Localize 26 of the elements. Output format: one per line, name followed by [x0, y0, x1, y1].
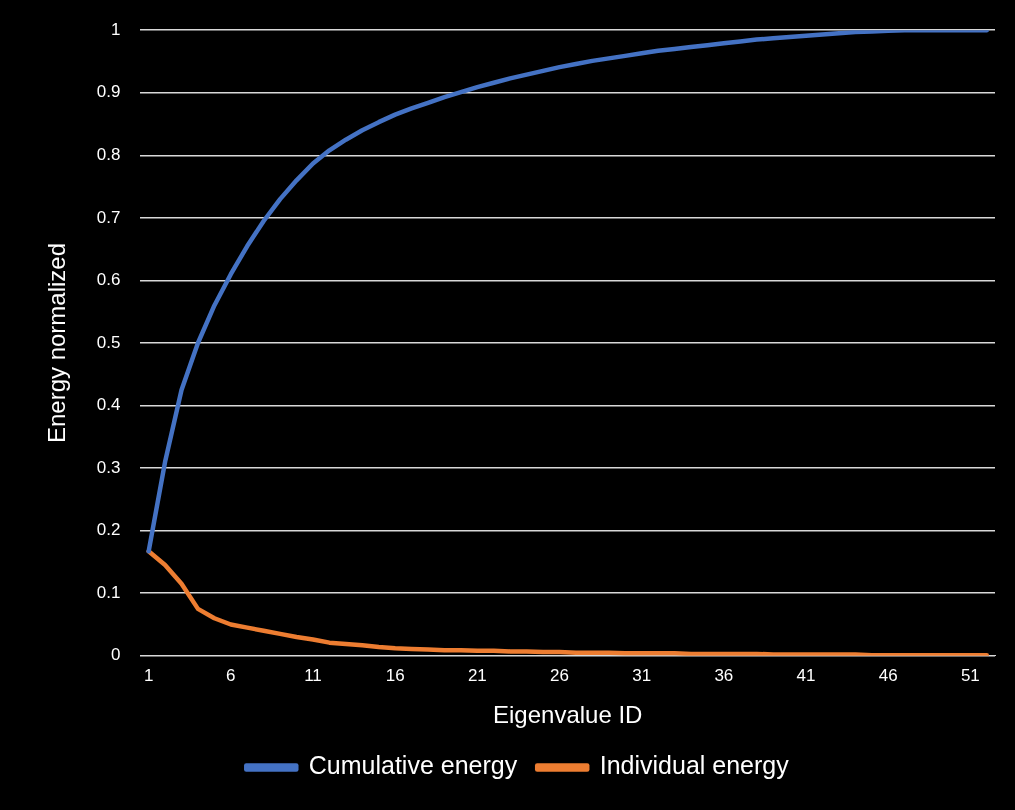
x-tick-label: 31: [632, 665, 652, 685]
x-tick-label: 41: [796, 665, 816, 685]
y-tick-label: 0.2: [96, 520, 121, 540]
x-tick-label: 26: [550, 665, 569, 685]
x-tick-label: 11: [304, 665, 322, 685]
y-tick-label: 0.1: [96, 582, 121, 602]
x-tick-label: 36: [714, 665, 734, 685]
x-tick-label: 21: [467, 665, 487, 685]
y-tick-label: 0.3: [96, 457, 121, 477]
y-tick-label: 0: [110, 645, 121, 665]
y-tick-label: 0.7: [96, 207, 121, 227]
x-axis-title: Eigenvalue ID: [493, 701, 643, 729]
y-tick-label: 0.5: [96, 332, 121, 352]
x-tick-label: 51: [960, 665, 980, 685]
y-tick-label: 0.6: [96, 270, 121, 290]
legend-label: Cumulative energy: [308, 751, 518, 780]
y-tick-label: 1: [110, 19, 121, 39]
y-tick-label: 0.4: [96, 395, 121, 415]
y-tick-label: 0.9: [96, 82, 121, 102]
y-axis-title: Energy normalized: [43, 242, 71, 444]
y-tick-label: 0.8: [96, 145, 121, 165]
x-tick-label: 6: [226, 665, 236, 685]
x-tick-label: 16: [385, 665, 405, 685]
x-tick-label: 1: [143, 665, 154, 685]
x-tick-label: 46: [878, 665, 898, 685]
legend-label: Individual energy: [599, 751, 790, 780]
